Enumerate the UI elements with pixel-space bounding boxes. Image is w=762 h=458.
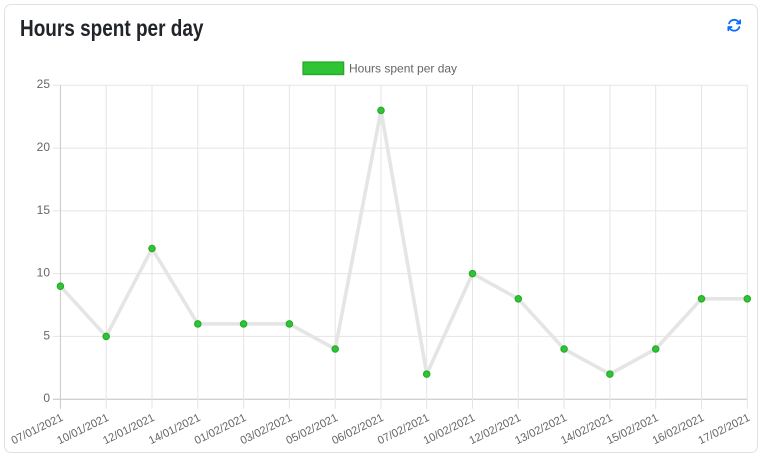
svg-text:07/02/2021: 07/02/2021 <box>376 412 432 447</box>
svg-text:07/01/2021: 07/01/2021 <box>10 412 66 447</box>
svg-text:01/02/2021: 01/02/2021 <box>193 412 249 447</box>
svg-text:10/02/2021: 10/02/2021 <box>422 412 478 447</box>
svg-text:Hours spent per day: Hours spent per day <box>349 62 457 76</box>
svg-text:15: 15 <box>37 203 51 217</box>
svg-text:17/02/2021: 17/02/2021 <box>696 412 752 447</box>
svg-text:10/01/2021: 10/01/2021 <box>55 412 111 447</box>
svg-text:15/02/2021: 15/02/2021 <box>605 412 661 447</box>
svg-text:5: 5 <box>43 328 50 342</box>
svg-text:06/02/2021: 06/02/2021 <box>330 412 386 447</box>
svg-text:14/02/2021: 14/02/2021 <box>559 412 615 447</box>
svg-text:05/02/2021: 05/02/2021 <box>284 412 340 447</box>
svg-text:25: 25 <box>37 77 51 91</box>
svg-text:20: 20 <box>37 140 51 154</box>
svg-text:16/02/2021: 16/02/2021 <box>651 412 707 447</box>
svg-text:12/01/2021: 12/01/2021 <box>101 412 157 447</box>
svg-text:03/02/2021: 03/02/2021 <box>239 412 295 447</box>
svg-text:10: 10 <box>37 266 51 280</box>
svg-text:13/02/2021: 13/02/2021 <box>513 412 569 447</box>
svg-text:14/01/2021: 14/01/2021 <box>147 412 203 447</box>
svg-text:12/02/2021: 12/02/2021 <box>467 412 523 447</box>
svg-text:0: 0 <box>43 391 50 405</box>
